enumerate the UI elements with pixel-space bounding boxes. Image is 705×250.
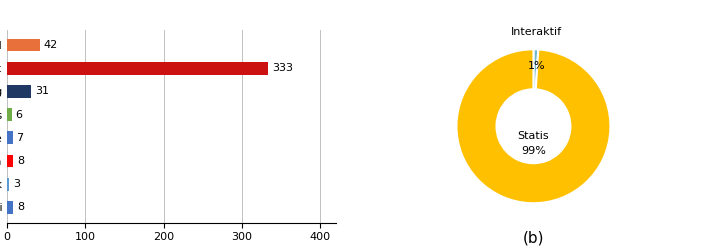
Bar bbox=[7, 178, 9, 190]
Text: 31: 31 bbox=[35, 86, 49, 97]
Text: 8: 8 bbox=[17, 202, 25, 212]
Bar bbox=[7, 85, 31, 98]
Text: 3: 3 bbox=[13, 179, 20, 189]
Text: Interaktif: Interaktif bbox=[511, 27, 562, 37]
Text: 333: 333 bbox=[272, 63, 293, 73]
Text: 42: 42 bbox=[44, 40, 58, 50]
Bar bbox=[7, 108, 12, 121]
Text: 6: 6 bbox=[16, 110, 23, 120]
Bar bbox=[7, 155, 13, 168]
Text: Statis
99%: Statis 99% bbox=[517, 131, 549, 156]
X-axis label: (b): (b) bbox=[522, 231, 544, 246]
Wedge shape bbox=[456, 49, 611, 203]
Text: 1%: 1% bbox=[528, 61, 546, 71]
Wedge shape bbox=[534, 49, 539, 89]
Bar bbox=[7, 132, 13, 144]
Text: 7: 7 bbox=[16, 133, 23, 143]
Text: 8: 8 bbox=[17, 156, 25, 166]
Bar bbox=[7, 201, 13, 214]
Bar bbox=[7, 39, 40, 52]
Bar bbox=[7, 62, 268, 75]
